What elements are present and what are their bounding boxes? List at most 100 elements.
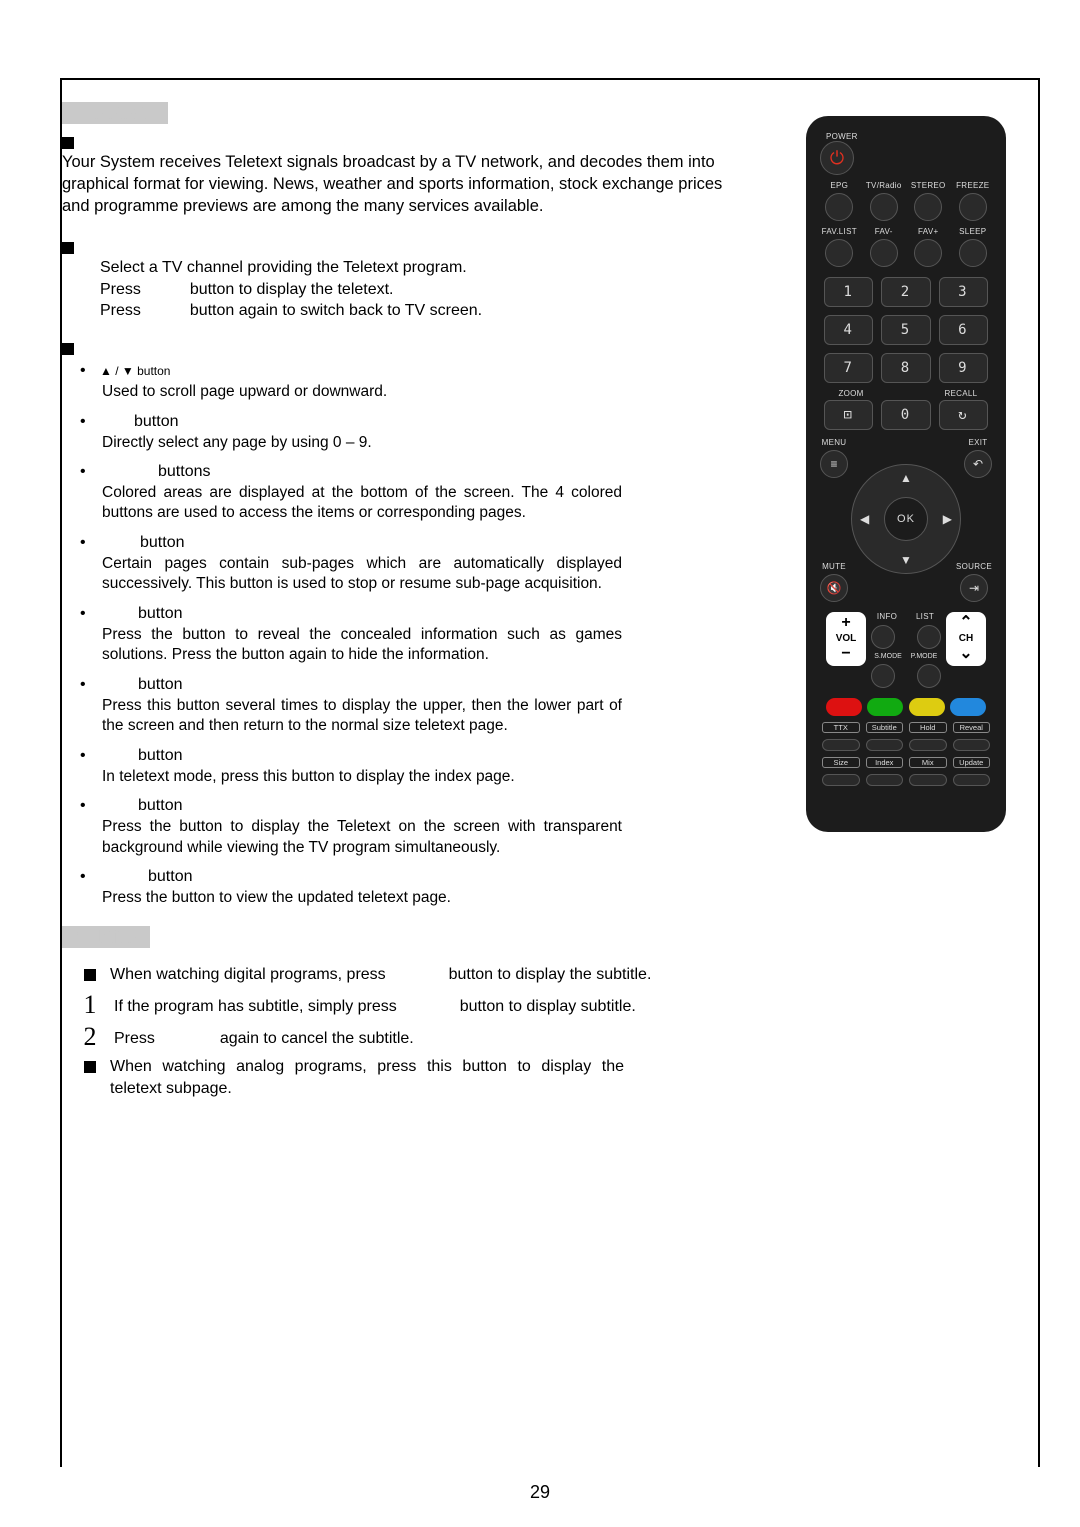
reveal-button[interactable] bbox=[953, 739, 991, 751]
label-favm: FAV- bbox=[875, 227, 893, 236]
subtitle-step-2: 2 Press again to cancel the subtitle. bbox=[80, 1024, 754, 1050]
smode-button[interactable] bbox=[871, 664, 895, 688]
label-mix-r: Mix bbox=[909, 757, 947, 768]
ok-button[interactable]: OK bbox=[884, 497, 928, 541]
mute-button[interactable]: 🔇 bbox=[820, 574, 848, 602]
ch-rocker[interactable]: ⌃ CH ⌄ bbox=[946, 612, 986, 666]
num-7[interactable]: 7 bbox=[824, 353, 873, 383]
recall-button[interactable]: ↻ bbox=[939, 400, 988, 430]
subtitle-button[interactable] bbox=[866, 739, 904, 751]
label-source: SOURCE bbox=[956, 562, 992, 571]
enter-line-2: Press button to display the teletext. bbox=[100, 279, 754, 301]
bullet-square bbox=[62, 242, 74, 254]
bullet-square bbox=[62, 137, 74, 149]
nav-up[interactable]: ▲ bbox=[900, 471, 912, 485]
num-5[interactable]: 5 bbox=[881, 315, 930, 345]
freeze-button[interactable] bbox=[959, 193, 987, 221]
size-button[interactable] bbox=[822, 774, 860, 786]
subtitle-bullet-2: When watching analog programs, press thi… bbox=[84, 1056, 624, 1099]
btn-hold-desc: Certain pages contain sub-pages which ar… bbox=[102, 554, 622, 595]
btn-mix-head: button bbox=[80, 797, 754, 815]
btn-update-desc: Press the button to view the updated tel… bbox=[102, 888, 622, 908]
exit-button[interactable]: ↶ bbox=[964, 450, 992, 478]
nav-left[interactable]: ◀ bbox=[860, 512, 869, 526]
btn-reveal-head: button bbox=[80, 605, 754, 623]
btn-update-head: button bbox=[80, 868, 754, 886]
pmode-button[interactable] bbox=[917, 664, 941, 688]
red-button[interactable] bbox=[826, 698, 862, 716]
yellow-button[interactable] bbox=[909, 698, 945, 716]
section-label-subtitle: Subtitle bbox=[62, 926, 150, 948]
label-stereo: STEREO bbox=[911, 181, 946, 190]
epg-button[interactable] bbox=[825, 193, 853, 221]
blue-button[interactable] bbox=[950, 698, 986, 716]
btn-num-head: button bbox=[80, 413, 754, 431]
green-button[interactable] bbox=[867, 698, 903, 716]
info-button[interactable] bbox=[871, 625, 895, 649]
num-6[interactable]: 6 bbox=[939, 315, 988, 345]
label-mute: MUTE bbox=[822, 562, 846, 571]
btn-reveal-desc: Press the button to reveal the concealed… bbox=[102, 625, 622, 666]
btn-size-head: button bbox=[80, 676, 754, 694]
num-4[interactable]: 4 bbox=[824, 315, 873, 345]
subtitle-step-1: 1 If the program has subtitle, simply pr… bbox=[80, 992, 754, 1018]
num-9[interactable]: 9 bbox=[939, 353, 988, 383]
label-recall: RECALL bbox=[934, 389, 988, 398]
num-8[interactable]: 8 bbox=[881, 353, 930, 383]
zoom-button[interactable]: ⊡ bbox=[824, 400, 873, 430]
page-number: 29 bbox=[0, 1482, 1080, 1503]
numpad: 1 2 3 4 5 6 7 8 9 bbox=[824, 277, 988, 383]
text-column: Teletext Your System receives Teletext s… bbox=[62, 102, 762, 1105]
btn-index-head: button bbox=[80, 747, 754, 765]
tvradio-button[interactable] bbox=[870, 193, 898, 221]
btn-arrow-head: ▲ / ▼ button bbox=[80, 362, 754, 380]
hold-button[interactable] bbox=[909, 739, 947, 751]
page-frame: Teletext Your System receives Teletext s… bbox=[60, 78, 1040, 1467]
enter-line-3: Press button again to switch back to TV … bbox=[100, 300, 754, 322]
favminus-button[interactable] bbox=[870, 239, 898, 267]
btn-arrow-desc: Used to scroll page upward or downward. bbox=[102, 382, 622, 402]
label-size: Size bbox=[822, 757, 860, 768]
nav-down[interactable]: ▼ bbox=[900, 553, 912, 567]
num-3[interactable]: 3 bbox=[939, 277, 988, 307]
label-index-r: Index bbox=[866, 757, 904, 768]
source-button[interactable]: ⇥ bbox=[960, 574, 988, 602]
label-power: POWER bbox=[826, 132, 992, 141]
num-0[interactable]: 0 bbox=[881, 400, 930, 430]
nav-right[interactable]: ▶ bbox=[943, 512, 952, 526]
label-hold: Hold bbox=[909, 722, 947, 733]
favplus-button[interactable] bbox=[914, 239, 942, 267]
nav-ring: ▲ ▼ ◀ ▶ OK bbox=[851, 464, 961, 574]
num-2[interactable]: 2 bbox=[881, 277, 930, 307]
ttx-button[interactable] bbox=[822, 739, 860, 751]
btn-mix-desc: Press the button to display the Teletext… bbox=[102, 817, 622, 858]
index-button[interactable] bbox=[866, 774, 904, 786]
num-1[interactable]: 1 bbox=[824, 277, 873, 307]
btn-index-desc: In teletext mode, press this button to d… bbox=[102, 767, 622, 787]
section-label-teletext: Teletext bbox=[62, 102, 168, 124]
label-tvradio: TV/Radio bbox=[866, 181, 902, 190]
power-button[interactable]: ⏻ bbox=[820, 141, 854, 175]
label-list: LIST bbox=[909, 612, 941, 621]
btn-color-desc: Colored areas are displayed at the botto… bbox=[102, 483, 622, 524]
label-epg: EPG bbox=[830, 181, 848, 190]
enter-line-1: Select a TV channel providing the Telete… bbox=[100, 257, 754, 279]
menu-button[interactable]: ≡ bbox=[820, 450, 848, 478]
vol-rocker[interactable]: + VOL − bbox=[826, 612, 866, 666]
mix-button[interactable] bbox=[909, 774, 947, 786]
favlist-button[interactable] bbox=[825, 239, 853, 267]
stereo-button[interactable] bbox=[914, 193, 942, 221]
sleep-button[interactable] bbox=[959, 239, 987, 267]
btn-num-desc: Directly select any page by using 0 – 9. bbox=[102, 433, 622, 453]
label-freeze: FREEZE bbox=[956, 181, 989, 190]
label-subtitle: Subtitle bbox=[866, 722, 904, 733]
label-update-r: Update bbox=[953, 757, 991, 768]
label-sleep: SLEEP bbox=[959, 227, 986, 236]
label-exit: EXIT bbox=[969, 438, 988, 447]
remote-control: POWER ⏻ EPG TV/Radio STEREO FREEZE FAV.L… bbox=[806, 116, 1006, 832]
btn-size-desc: Press this button several times to displ… bbox=[102, 696, 622, 737]
label-info: INFO bbox=[871, 612, 903, 621]
update-button[interactable] bbox=[953, 774, 991, 786]
btn-hold-head: button bbox=[80, 534, 754, 552]
list-button[interactable] bbox=[917, 625, 941, 649]
